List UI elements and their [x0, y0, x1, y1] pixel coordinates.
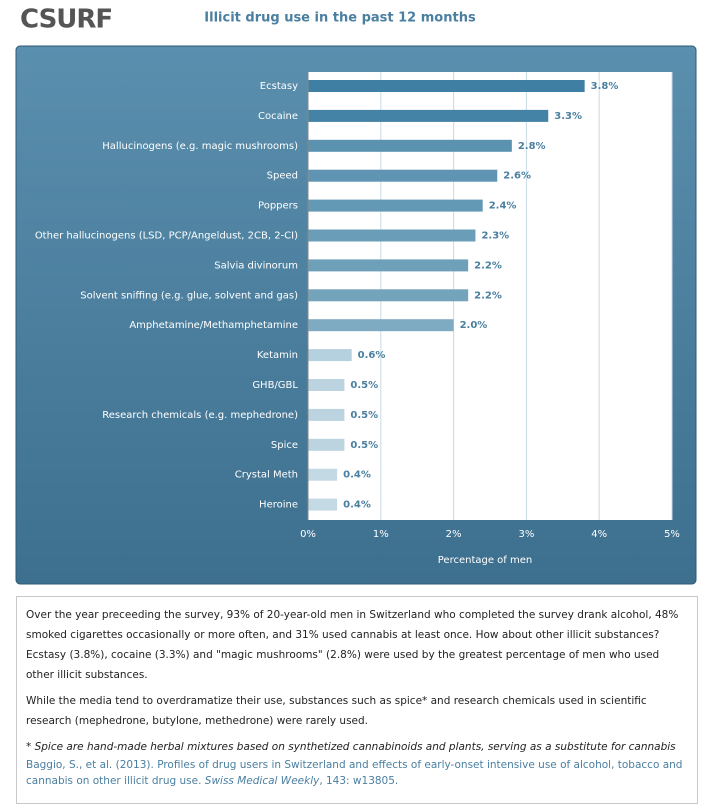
value-label: 0.6% — [358, 350, 386, 361]
bar — [308, 229, 476, 242]
chart: CSURF Illicit drug use in the past 12 mo… — [15, 5, 697, 585]
x-tick-label: 5% — [664, 529, 680, 540]
value-label: 2.0% — [460, 320, 488, 331]
citation: Baggio, S., et al. (2013). Profiles of d… — [26, 757, 688, 789]
paragraph: While the media tend to overdramatize th… — [26, 695, 647, 727]
description: Over the year preceeding the survey, 93%… — [16, 596, 698, 804]
y-tick-label: Crystal Meth — [235, 470, 298, 481]
y-tick-label: Solvent sniffing (e.g. glue, solvent and… — [80, 290, 298, 301]
x-tick-label: 4% — [591, 529, 607, 540]
value-label: 3.3% — [554, 111, 582, 122]
value-label: 2.2% — [474, 290, 502, 301]
bar — [308, 199, 483, 212]
x-axis-title: Percentage of men — [438, 555, 532, 566]
y-tick-label: Ecstasy — [260, 81, 298, 92]
value-label: 2.8% — [518, 141, 546, 152]
x-tick-label: 2% — [446, 529, 462, 540]
y-tick-label: Cocaine — [258, 111, 298, 122]
y-tick-label: Spice — [271, 440, 298, 451]
value-label: 0.5% — [350, 410, 378, 421]
citation-details: , 143: w13805. — [319, 775, 399, 787]
value-label: 0.4% — [343, 500, 371, 511]
y-tick-label: Ketamin — [257, 350, 298, 361]
bar — [308, 319, 454, 332]
value-label: 2.4% — [489, 201, 517, 212]
y-tick-label: Amphetamine/Methamphetamine — [129, 320, 298, 331]
value-label: 2.3% — [481, 231, 509, 242]
bar — [308, 289, 469, 302]
value-label: 0.5% — [350, 380, 378, 391]
bar — [308, 349, 352, 362]
bar — [308, 139, 512, 152]
x-tick-label: 0% — [300, 529, 316, 540]
value-label: 3.8% — [591, 81, 619, 92]
chart-title: Illicit drug use in the past 12 months — [204, 11, 476, 26]
x-tick-label: 1% — [373, 529, 389, 540]
y-tick-label: Poppers — [258, 201, 298, 212]
citation-journal: Swiss Medical Weekly — [204, 775, 320, 787]
bar — [308, 169, 498, 182]
y-tick-label: Research chemicals (e.g. mephedrone) — [102, 410, 298, 421]
y-tick-label: Heroine — [259, 500, 298, 511]
value-label: 0.4% — [343, 470, 371, 481]
bar — [308, 498, 338, 511]
value-label: 2.6% — [503, 171, 531, 182]
bar — [308, 408, 345, 421]
bar — [308, 438, 345, 451]
y-tick-label: Salvia divinorum — [214, 260, 298, 271]
y-tick-label: Hallucinogens (e.g. magic mushrooms) — [102, 141, 298, 152]
paragraph: Over the year preceeding the survey, 93%… — [26, 609, 679, 681]
footnote: * Spice are hand-made herbal mixtures ba… — [26, 741, 676, 753]
logo: CSURF — [20, 5, 112, 35]
x-tick-label: 3% — [518, 529, 534, 540]
bar — [308, 80, 585, 92]
y-tick-label: Other hallucinogens (LSD, PCP/Angeldust,… — [35, 231, 298, 242]
bar — [308, 468, 338, 481]
value-label: 0.5% — [350, 440, 378, 451]
value-label: 2.2% — [474, 260, 502, 271]
bar — [308, 379, 345, 391]
bar — [308, 109, 549, 122]
y-tick-label: GHB/GBL — [252, 380, 298, 391]
y-tick-label: Speed — [267, 171, 298, 182]
bar — [308, 259, 469, 272]
citation-text: Baggio, S., et al. (2013). Profiles of d… — [26, 759, 683, 787]
